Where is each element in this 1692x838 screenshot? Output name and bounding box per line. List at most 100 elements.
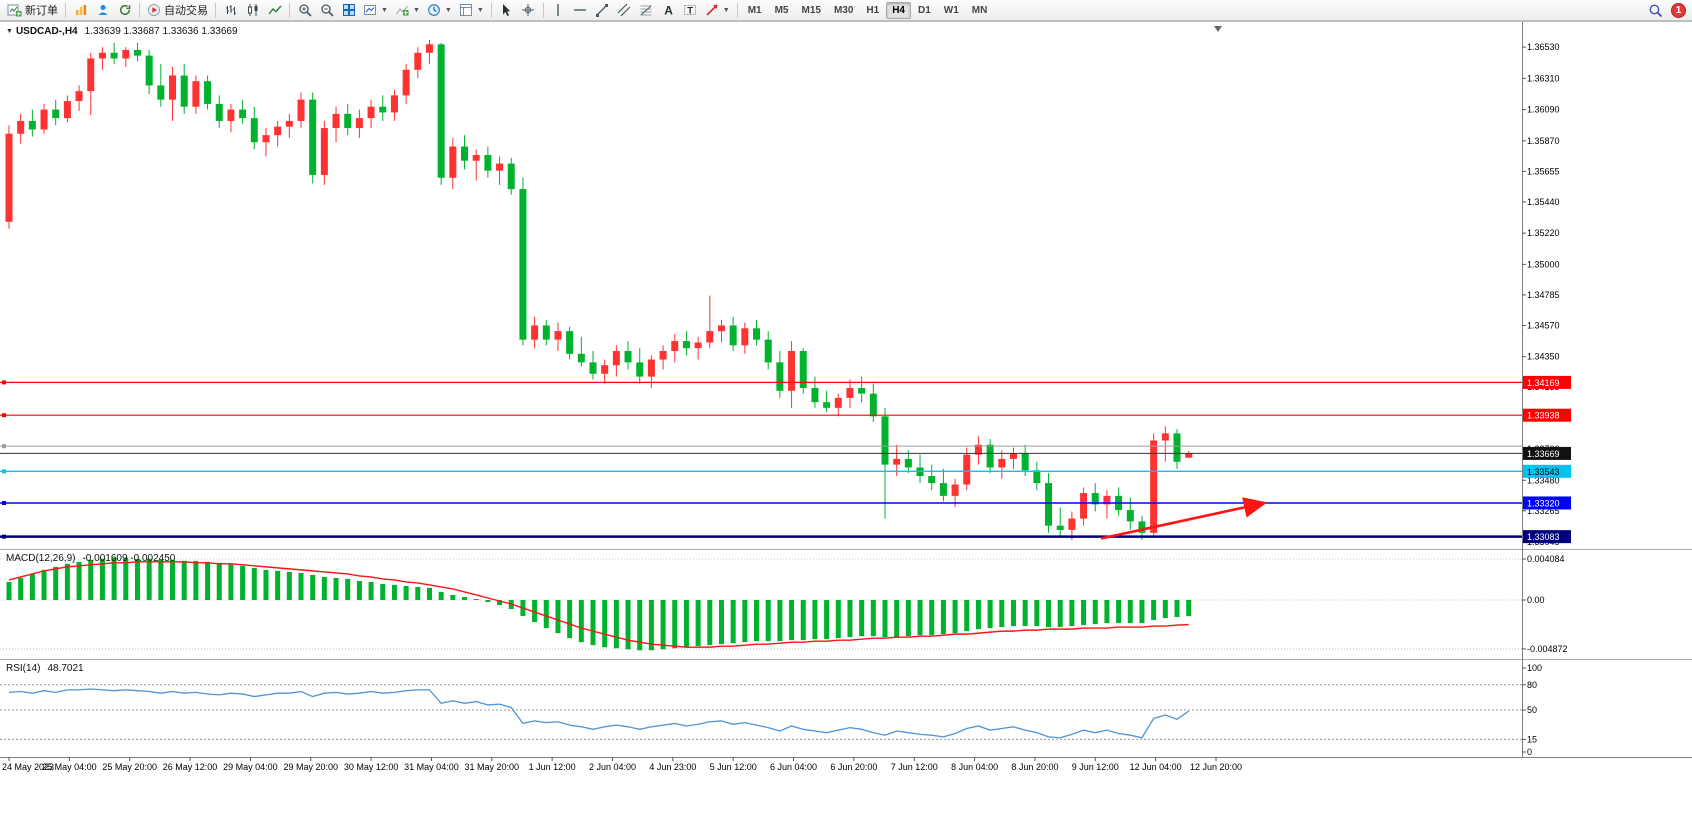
- time-tick-label: 8 Jun 20:00: [1011, 762, 1058, 772]
- timeframe-button-m5[interactable]: M5: [774, 4, 789, 16]
- candle-body: [834, 397, 842, 408]
- tile-windows-button[interactable]: [338, 1, 359, 20]
- text-button[interactable]: A: [658, 1, 679, 20]
- new-chart-button[interactable]: ▼: [360, 1, 391, 20]
- cursor-button[interactable]: [496, 1, 517, 20]
- new-order-button[interactable]: 新订单: [4, 1, 61, 20]
- price-chart-canvas[interactable]: 1.36530 1.36310 1.36090 1.35870 1.35655 1.354…: [0, 22, 1692, 838]
- time-tick-label: 4 Jun 23:00: [649, 762, 696, 772]
- candle-body: [1185, 453, 1193, 458]
- text-label-button[interactable]: T: [680, 1, 701, 20]
- time-tick-label: 24 May 2023: [2, 762, 54, 772]
- indicators-button[interactable]: ▼: [392, 1, 423, 20]
- candle-body: [215, 103, 223, 121]
- line-handle[interactable]: [2, 444, 6, 449]
- timeframe-button-mn[interactable]: MN: [971, 4, 988, 16]
- rsi-tick-label: 50: [1527, 705, 1537, 715]
- candle-body: [239, 109, 247, 119]
- candle-body: [227, 109, 235, 121]
- vertical-line-button[interactable]: [548, 1, 569, 20]
- price-tick-label: 1.35000: [1527, 259, 1560, 269]
- crosshair-button[interactable]: [518, 1, 539, 20]
- candlestick-chart-button[interactable]: [242, 1, 263, 20]
- price-tick-label: 1.36310: [1527, 73, 1560, 83]
- candle-body: [262, 135, 270, 143]
- candle-body: [274, 126, 282, 136]
- time-tick-label: 26 May 12:00: [163, 762, 218, 772]
- timeframe-button-w1[interactable]: W1: [943, 4, 959, 16]
- candle-body: [17, 120, 25, 134]
- line-handle[interactable]: [2, 469, 6, 474]
- bar-chart-button[interactable]: [220, 1, 241, 20]
- templates-button[interactable]: ▼: [456, 1, 487, 20]
- candle-body: [1173, 433, 1181, 462]
- candle-body: [741, 328, 749, 346]
- line-handle[interactable]: [2, 500, 6, 505]
- time-tick-label: 1 Jun 12:00: [529, 762, 576, 772]
- channel-button[interactable]: [614, 1, 635, 20]
- price-tick-label: 1.36090: [1527, 105, 1560, 115]
- rsi-value: 48.7021: [47, 663, 84, 674]
- candle-body: [554, 331, 562, 340]
- timeframe-button-m1[interactable]: M1: [747, 4, 762, 16]
- zoom-in-button[interactable]: [294, 1, 315, 20]
- price-tick-label: 1.35870: [1527, 136, 1560, 146]
- dropdown-caret-icon: ▼: [412, 6, 420, 14]
- horizontal-line-button[interactable]: [570, 1, 591, 20]
- trendline-button[interactable]: [592, 1, 613, 20]
- candle-body: [904, 458, 912, 468]
- time-tick-label: 6 Jun 04:00: [770, 762, 817, 772]
- toolbar-separator: [736, 2, 738, 18]
- timeframe-button-h1[interactable]: H1: [866, 4, 880, 16]
- time-tick-label: 29 May 20:00: [283, 762, 338, 772]
- macd-tick-label: -0.004872: [1527, 644, 1568, 654]
- text-icon: A: [664, 4, 673, 18]
- timeframe-button-m30[interactable]: M30: [833, 4, 854, 16]
- price-tick-label: 1.35220: [1527, 228, 1560, 238]
- history-bars-icon: [75, 5, 86, 15]
- chart-window[interactable]: ▼ USDCAD-,H4 1.33639 1.33687 1.33636 1.336…: [0, 21, 1692, 838]
- refresh-button[interactable]: [114, 1, 135, 20]
- price-badge: [1523, 446, 1571, 460]
- fibonacci-button[interactable]: [636, 1, 657, 20]
- trend-arrow[interactable]: [1100, 497, 1268, 540]
- timeframe-button-d1[interactable]: D1: [918, 4, 931, 16]
- line-handle[interactable]: [2, 413, 6, 418]
- collapse-triangle-icon[interactable]: ▼: [6, 28, 13, 35]
- auto-trading-button[interactable]: 自动交易: [144, 1, 211, 20]
- timeframe-button-m15[interactable]: M15: [801, 4, 821, 16]
- candle-body: [484, 155, 492, 171]
- line-handle[interactable]: [2, 534, 6, 539]
- line-chart-icon: [267, 5, 282, 15]
- candle-body: [974, 444, 982, 455]
- time-tick-label: 5 Jun 12:00: [710, 762, 757, 772]
- timeframe-button-h4[interactable]: H4: [886, 1, 911, 19]
- history-center-button[interactable]: [70, 1, 91, 20]
- notification-badge[interactable]: 1: [1671, 2, 1686, 18]
- candle-body: [963, 454, 971, 485]
- periods-button[interactable]: ▼: [424, 1, 455, 20]
- candle-body: [986, 444, 994, 468]
- chart-shift-marker[interactable]: [1214, 26, 1222, 32]
- search-button[interactable]: [1645, 1, 1666, 20]
- candle-body: [437, 44, 445, 178]
- cursor-icon: [503, 4, 511, 16]
- profiles-button[interactable]: [92, 1, 113, 20]
- candle-body: [449, 146, 457, 178]
- zoom-out-button[interactable]: [316, 1, 337, 20]
- new-order-icon: [7, 4, 22, 17]
- line-chart-button[interactable]: [264, 1, 285, 20]
- candle-body: [169, 75, 177, 100]
- rsi-tick-label: 100: [1527, 663, 1542, 673]
- toolbar-separator: [542, 2, 544, 18]
- candle-body: [636, 362, 644, 377]
- line-handle[interactable]: [2, 380, 6, 385]
- time-tick-label: 7 Jun 12:00: [891, 762, 938, 772]
- candle-body: [823, 402, 831, 408]
- candle-body: [63, 101, 71, 119]
- candle-body: [250, 118, 258, 143]
- candle-body: [414, 52, 422, 70]
- candle-body: [1056, 525, 1064, 530]
- arrows-tool-button[interactable]: ▼: [702, 1, 733, 20]
- candle-body: [858, 387, 866, 394]
